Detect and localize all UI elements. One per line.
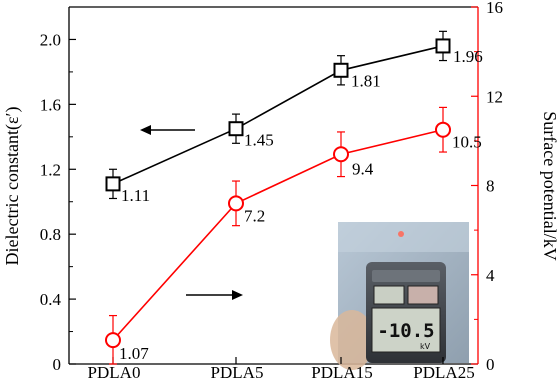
x-tick-label: PDLA0 [88, 363, 141, 379]
data-label: 1.11 [121, 186, 150, 205]
y-right-tick-label: 4 [486, 266, 495, 285]
y-right-tick-label: 0 [486, 355, 495, 374]
data-label: 1.96 [453, 47, 483, 66]
data-point-circle [228, 195, 244, 212]
left-axis-arrow [140, 125, 195, 135]
data-point-square [228, 121, 244, 137]
data-label: 1.45 [244, 131, 274, 150]
data-point-circle [333, 146, 349, 163]
y-right-ticks: 0 4 8 12 16 [471, 0, 503, 374]
x-tick-label: PDLA15 [311, 363, 372, 379]
plot-frame [68, 6, 479, 365]
y-left-tick-label: 0 [53, 355, 62, 374]
y-left-ticks: 0 0.4 0.8 1.2 1.6 2.0 [40, 30, 76, 374]
y-left-tick-label: 1.6 [40, 95, 61, 114]
series-line [112, 45, 444, 185]
data-label: 7.2 [244, 206, 265, 225]
right-axis-arrow [186, 290, 243, 300]
meter-display [371, 307, 441, 353]
x-axis-ticks: PDLA0 PDLA5 PDLA15 PDLA25 [88, 357, 475, 379]
series-layer: 1.11 1.45 1.81 1.96 1.07 7.2 9.4 10.5 [105, 30, 483, 365]
data-point-square [105, 176, 121, 192]
data-label: 9.4 [352, 159, 374, 178]
inset-meter-photo: -10.5 kV [330, 222, 469, 370]
x-tick-label: PDLA5 [211, 363, 264, 379]
data-label: 1.07 [119, 344, 149, 363]
data-point-square [333, 62, 349, 78]
data-label: 1.81 [351, 71, 381, 90]
data-point-square [435, 38, 451, 54]
y-right-tick-label: 16 [486, 0, 503, 17]
x-tick-label: PDLA25 [413, 363, 474, 379]
y-left-tick-label: 2.0 [40, 30, 61, 49]
y-left-tick-label: 1.2 [40, 160, 61, 179]
y-left-tick-label: 0.4 [40, 290, 62, 309]
meter-reading: -10.5 [377, 320, 434, 342]
series-right: 1.07 7.2 9.4 10.5 [105, 106, 482, 365]
y-left-axis-title: Dielectric constant(ε′) [2, 107, 23, 266]
laser-dot [398, 231, 404, 237]
meter-unit: kV [420, 342, 431, 351]
series-left: 1.11 1.45 1.81 1.96 [105, 30, 483, 205]
y-right-axis-title: Surface potential/kV [540, 111, 559, 260]
y-left-tick-label: 0.8 [40, 225, 61, 244]
y-right-tick-label: 12 [486, 87, 503, 106]
series-line [112, 128, 444, 341]
data-point-circle [105, 332, 121, 349]
data-point-circle [435, 121, 451, 138]
data-label: 10.5 [452, 133, 482, 152]
y-right-tick-label: 8 [486, 177, 495, 196]
